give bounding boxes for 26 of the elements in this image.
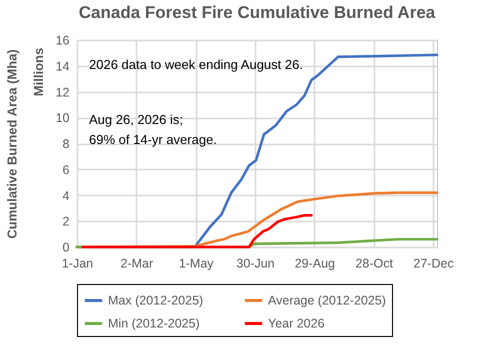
y-tick-label: 12 [56, 85, 70, 100]
x-tick-label: 2-Mar [120, 256, 154, 270]
legend-label: Max (2012-2025) [108, 294, 204, 308]
legend-label: Average (2012-2025) [268, 294, 386, 308]
y-tick-label: 16 [56, 34, 70, 48]
annotation: Aug 26, 2026 is; 69% of 14-yr average. [89, 112, 217, 147]
x-tick-label: 29-Aug [294, 256, 336, 270]
chart-title: Canada Forest Fire Cumulative Burned Area [78, 3, 436, 22]
y-axis-title: Cumulative Burned Area (Mha) [4, 49, 20, 239]
line-series [82, 214, 313, 248]
y-tick-label: 14 [56, 59, 70, 74]
y-tick-label: 8 [62, 137, 70, 151]
x-tick-label: 1-May [178, 256, 214, 270]
x-tick-label: 27-Dec [413, 256, 454, 270]
y-tick-label: 4 [62, 188, 70, 203]
legend-label: Year 2026 [268, 316, 325, 330]
x-tick-label: 28-Oct [355, 256, 394, 270]
y-tick-label: 2 [62, 214, 70, 229]
annotation: 2026 data to week ending August 26. [89, 57, 303, 72]
y-tick-label: 6 [62, 162, 70, 177]
y-tick-label: 10 [56, 111, 70, 126]
legend-label: Min (2012-2025) [108, 316, 200, 330]
x-tick-label: 1-Jan [62, 256, 94, 270]
text: Millions [31, 48, 46, 96]
y-tick-label: 0 [62, 240, 70, 254]
x-tick-label: 30-Jun [236, 256, 275, 270]
